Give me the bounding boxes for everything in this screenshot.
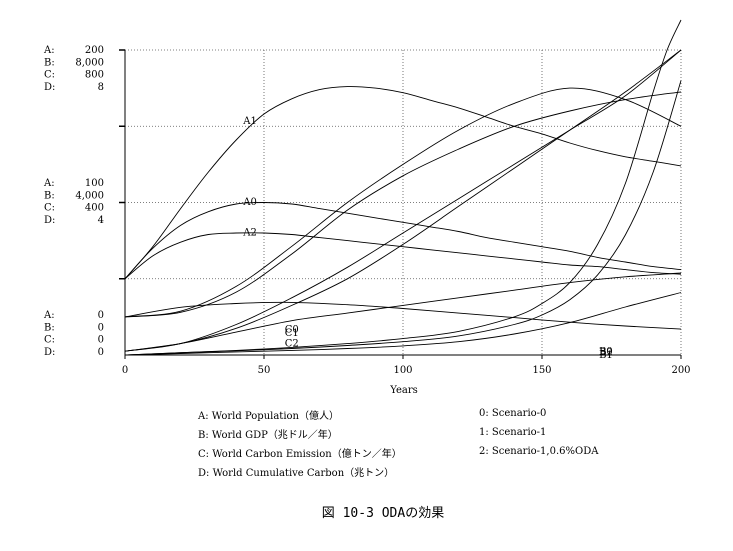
y-axis-scale-value: 0 xyxy=(98,322,104,333)
y-axis-scale-value: 4 xyxy=(98,215,104,226)
series-label-a2: A2 xyxy=(242,227,257,238)
series-line-c2 xyxy=(124,301,682,330)
legend-scenario-1: 1: Scenario-1 xyxy=(479,427,546,438)
series-label-a1: A1 xyxy=(242,116,257,127)
y-axis-scale-value: 8 xyxy=(98,82,104,93)
y-axis-scale-value: 100 xyxy=(85,178,104,189)
x-tick-label: 150 xyxy=(532,365,551,376)
x-axis-label: Years xyxy=(389,385,418,396)
series-label-c1: C1 xyxy=(285,328,299,339)
y-axis-letter: A: xyxy=(43,310,55,321)
y-axis-scale-value: 400 xyxy=(85,203,104,214)
y-axis-letter: B: xyxy=(44,190,55,201)
series-line-d2 xyxy=(124,272,682,352)
series-line-c0 xyxy=(124,87,682,318)
series-label-a0: A0 xyxy=(242,197,257,208)
y-axis-letter: B: xyxy=(44,57,55,68)
y-axis-scale-value: 0 xyxy=(98,335,104,346)
legend-variable-c: C: World Carbon Emission（億トン／年） xyxy=(198,447,402,460)
series-label-c2: C2 xyxy=(285,338,299,349)
series-line-b0 xyxy=(124,19,682,356)
series-label-b2: B2 xyxy=(599,348,613,359)
legend-variable-d: D: World Cumulative Carbon（兆トン） xyxy=(198,467,394,479)
legend-variable-a: A: World Population（億人） xyxy=(197,409,339,422)
legend-variable-b: B: World GDP（兆ドル／年） xyxy=(198,428,338,441)
y-axis-letter: D: xyxy=(44,347,55,358)
series-line-c1 xyxy=(124,91,682,318)
y-axis-scale-value: 8,000 xyxy=(75,57,104,68)
series-line-b1 xyxy=(124,292,682,356)
y-axis-letter: C: xyxy=(44,70,55,81)
series-line-a2 xyxy=(124,232,682,280)
legend-scenarios: 0: Scenario-0 1: Scenario-1 2: Scenario-… xyxy=(479,408,599,457)
series-line-d1 xyxy=(124,49,682,352)
y-axis-letter: B: xyxy=(44,322,55,333)
y-axis-scale-value: 800 xyxy=(85,70,104,81)
plot-area xyxy=(119,49,682,359)
series-label-b1: B1 xyxy=(599,350,613,361)
series-line-a0 xyxy=(124,202,682,280)
y-axis-scale-value: 4,000 xyxy=(75,190,104,201)
legend-scenario-0: 0: Scenario-0 xyxy=(479,408,546,419)
series-layer: A1A0A2B0B2B1C0C1C2D0D1D2 xyxy=(124,19,682,361)
y-axis-letter: C: xyxy=(44,335,55,346)
x-tick-label: 100 xyxy=(393,365,412,376)
y-axis-letter: D: xyxy=(44,82,55,93)
legend-variables: A: World Population（億人） B: World GDP（兆ドル… xyxy=(197,409,402,479)
y-axis-letter: A: xyxy=(43,178,55,189)
y-axis-letter: A: xyxy=(43,45,55,56)
x-tick-label: 200 xyxy=(671,365,690,376)
y-axis-letter: D: xyxy=(44,215,55,226)
series-label-c0: C0 xyxy=(285,325,299,336)
x-tick-label: 50 xyxy=(258,365,271,376)
x-axis: 0 50 100 150 200 xyxy=(122,365,691,376)
y-axis-letter: C: xyxy=(44,203,55,214)
y-axis-scale-value: 0 xyxy=(98,347,104,358)
figure-caption: 図 10-3 ODAの効果 xyxy=(322,506,444,521)
legend-scenario-2: 2: Scenario-1,0.6%ODA xyxy=(479,446,599,457)
y-axis-scale-value: 0 xyxy=(98,310,104,321)
series-line-d0 xyxy=(124,49,682,352)
x-tick-label: 0 xyxy=(122,365,128,376)
series-line-a1 xyxy=(124,86,682,280)
series-line-b2 xyxy=(124,80,682,356)
series-label-b0: B0 xyxy=(599,347,613,358)
y-axis-scale-value: 200 xyxy=(85,45,104,56)
